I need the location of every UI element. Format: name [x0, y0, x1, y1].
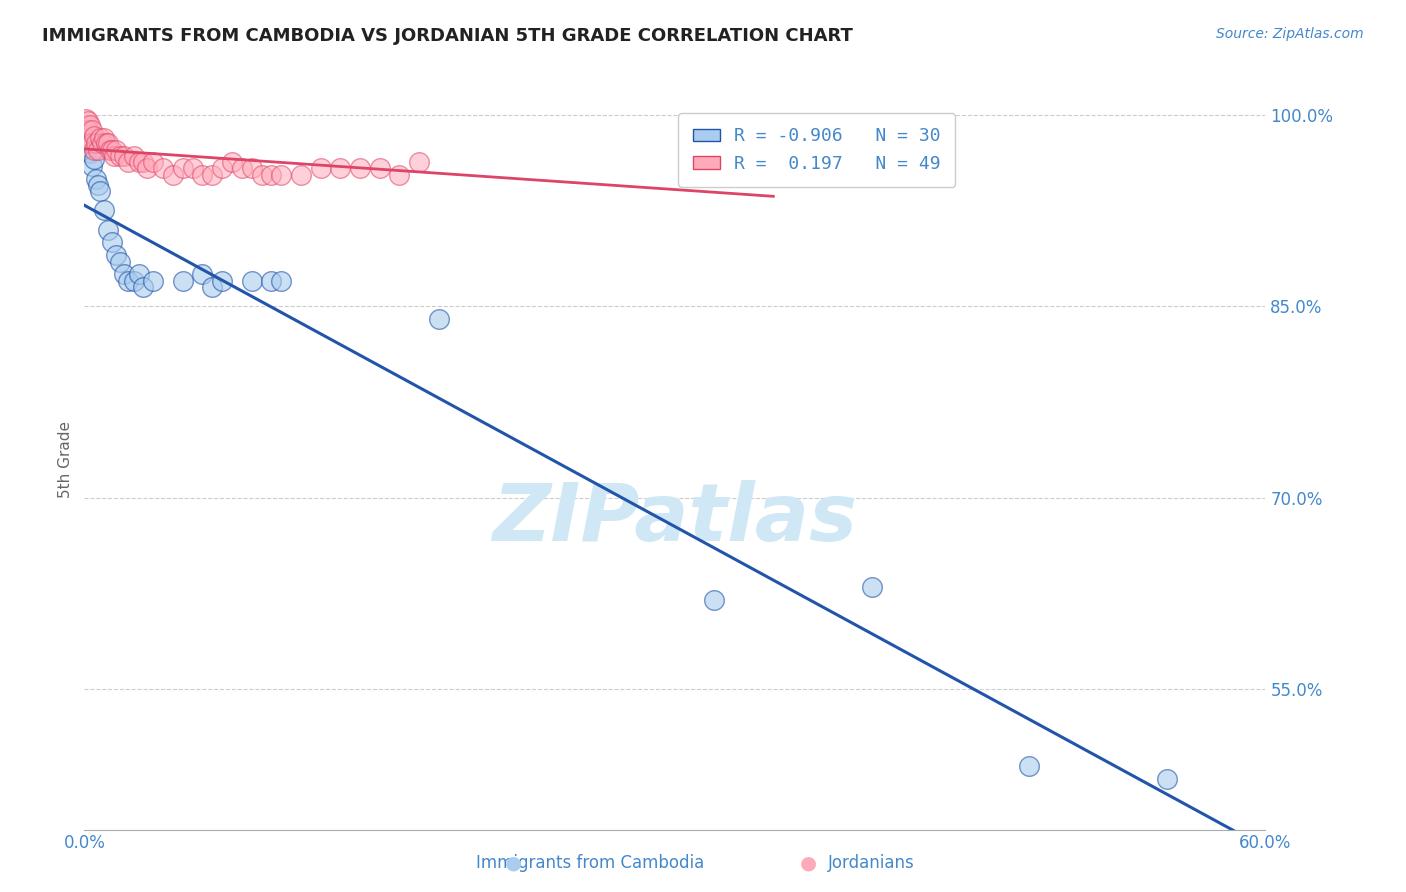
Text: ●: ●: [800, 854, 817, 872]
Point: [89, 184, 111, 198]
Point: [142, 155, 165, 169]
Point: [152, 161, 174, 176]
Point: [1156, 772, 1178, 786]
Point: [201, 280, 224, 294]
Point: [723, 148, 745, 162]
Point: [122, 148, 145, 162]
Point: [1018, 758, 1040, 772]
Text: ZIPatlas: ZIPatlas: [492, 480, 858, 558]
Point: [128, 268, 150, 282]
Point: [201, 168, 224, 182]
Point: [103, 148, 125, 162]
Point: [260, 274, 283, 288]
Point: [368, 161, 391, 176]
Point: [108, 254, 131, 268]
Point: [82, 123, 104, 137]
Point: [191, 268, 214, 282]
Point: [93, 130, 115, 145]
Text: Immigrants from Cambodia: Immigrants from Cambodia: [477, 855, 704, 872]
Point: [172, 161, 194, 176]
Y-axis label: 5th Grade: 5th Grade: [58, 421, 73, 498]
Point: [860, 580, 883, 594]
Text: IMMIGRANTS FROM CAMBODIA VS JORDANIAN 5TH GRADE CORRELATION CHART: IMMIGRANTS FROM CAMBODIA VS JORDANIAN 5T…: [42, 27, 853, 45]
Point: [101, 144, 124, 158]
Point: [83, 129, 105, 144]
Point: [349, 161, 371, 176]
Point: [87, 178, 110, 192]
Point: [136, 161, 159, 176]
Point: [270, 274, 292, 288]
Point: [290, 168, 312, 182]
Point: [97, 136, 120, 150]
Point: [329, 161, 352, 176]
Point: [240, 161, 263, 176]
Point: [82, 136, 104, 150]
Point: [101, 235, 124, 250]
Point: [128, 155, 150, 169]
Point: [79, 146, 101, 161]
Point: [77, 139, 100, 153]
Point: [427, 312, 450, 326]
Point: [142, 274, 165, 288]
Point: [94, 136, 117, 150]
Point: [191, 168, 214, 182]
Point: [89, 130, 111, 145]
Point: [132, 155, 155, 169]
Point: [104, 248, 127, 262]
Point: [77, 114, 100, 128]
Point: [77, 123, 100, 137]
Point: [75, 112, 97, 126]
Text: ●: ●: [505, 854, 522, 872]
Point: [108, 148, 131, 162]
Point: [122, 274, 145, 288]
Text: Jordanians: Jordanians: [828, 855, 915, 872]
Point: [250, 168, 273, 182]
Legend: R = -0.906   N = 30, R =  0.197   N = 49: R = -0.906 N = 30, R = 0.197 N = 49: [678, 113, 955, 187]
Point: [162, 168, 184, 182]
Point: [309, 161, 332, 176]
Point: [132, 280, 155, 294]
Point: [211, 161, 233, 176]
Point: [117, 155, 139, 169]
Point: [84, 136, 107, 150]
Point: [117, 274, 139, 288]
Point: [388, 168, 411, 182]
Point: [260, 168, 283, 182]
Point: [87, 144, 110, 158]
Point: [93, 203, 115, 218]
Point: [231, 161, 253, 176]
Point: [270, 168, 292, 182]
Point: [104, 144, 127, 158]
Point: [221, 155, 243, 169]
Point: [112, 268, 135, 282]
Point: [172, 274, 194, 288]
Point: [240, 274, 263, 288]
Point: [82, 159, 104, 173]
Point: [79, 136, 101, 150]
Point: [703, 592, 725, 607]
Point: [91, 136, 114, 150]
Point: [79, 118, 101, 132]
Point: [84, 171, 107, 186]
Point: [83, 144, 105, 158]
Point: [408, 155, 430, 169]
Point: [112, 148, 135, 162]
Point: [181, 161, 204, 176]
Text: Source: ZipAtlas.com: Source: ZipAtlas.com: [1216, 27, 1364, 41]
Point: [98, 144, 121, 158]
Point: [97, 222, 120, 236]
Point: [211, 274, 233, 288]
Point: [83, 153, 105, 167]
